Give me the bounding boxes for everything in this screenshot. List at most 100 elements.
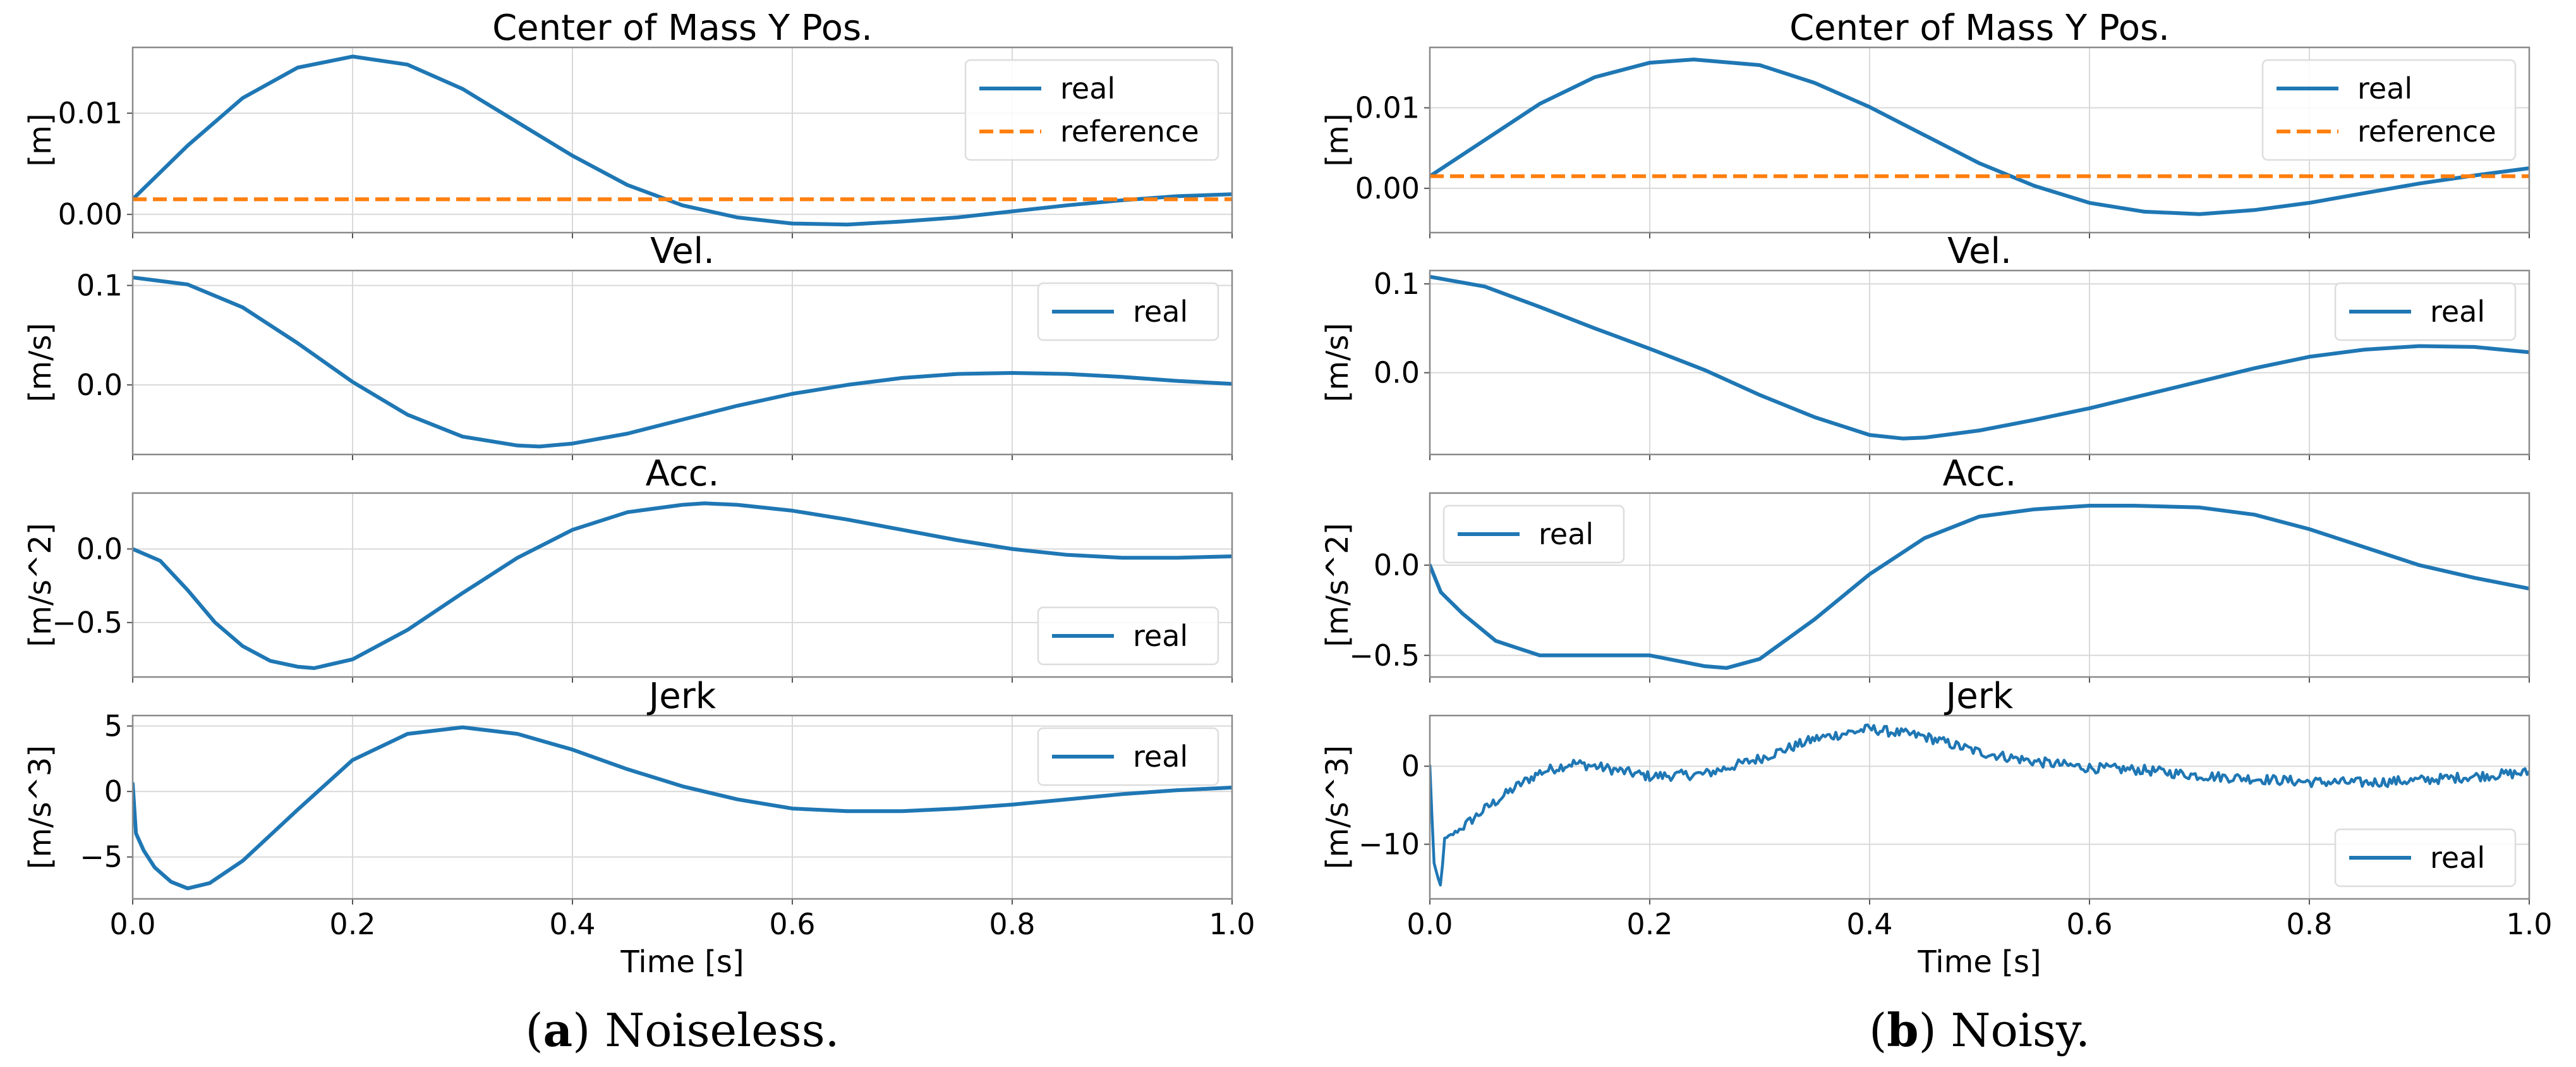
y-tick-label: −0.5 <box>52 606 123 640</box>
subplot-a-2: 0.0 0.1 Vel. [m/s] real <box>23 231 1233 460</box>
x-tick-label: 0.0 <box>109 907 155 941</box>
subplot-a-1: 0.00 0.01 Center of Mass Y Pos. [m] real refe… <box>23 8 1233 238</box>
y-tick-label: 0.0 <box>76 368 123 402</box>
y-tick-label: 0.01 <box>58 96 123 130</box>
legend-label-real: real <box>2430 295 2485 329</box>
y-tick-label: −5 <box>80 840 123 874</box>
y-axis-label: [m/s] <box>1320 323 1355 402</box>
axes-frame <box>131 46 1233 234</box>
caption-label: a <box>543 1003 573 1057</box>
series-line-real <box>1430 274 2529 441</box>
legend-label-real: real <box>2357 71 2412 106</box>
x-tick-label: 0.2 <box>329 907 375 941</box>
y-axis-label: [m/s^2] <box>1320 523 1355 647</box>
subplot-a-3: 0.0 −0.5 Acc. [m/s^2] real <box>23 453 1233 683</box>
subplot-title: Center of Mass Y Pos. <box>492 8 873 49</box>
caption-paren-close: ) <box>1919 1004 1951 1057</box>
series-line-real <box>1430 504 2529 670</box>
legend-frame <box>2261 59 2517 161</box>
x-axis-label: Time [s] <box>620 944 744 980</box>
legend: real <box>2334 828 2517 887</box>
caption-text: Noiseless. <box>605 1004 839 1057</box>
y-tick-label: −0.5 <box>1349 638 1420 673</box>
subplot-b-4: 0.0 0.2 0.4 0.6 0.8 1.0 0 −10 Jerk [m/s^3] real <box>1320 676 2553 941</box>
legend-frame <box>2334 282 2517 341</box>
y-axis-label: [m/s] <box>23 323 58 402</box>
legend: real <box>2334 282 2517 341</box>
panel-caption: (a) Noiseless. <box>525 1003 839 1057</box>
axes-frame <box>1429 492 2531 678</box>
y-tick-label: 0.0 <box>1374 548 1420 582</box>
y-axis-label: [m/s^2] <box>23 523 58 647</box>
legend-label-reference: reference <box>2357 114 2496 149</box>
legend-label-real: real <box>1133 619 1188 653</box>
caption-paren-open: ( <box>1869 1004 1887 1057</box>
legend: real <box>1037 606 1219 666</box>
x-tick-label: 0.6 <box>2066 907 2112 941</box>
caption-label: b <box>1887 1003 1918 1057</box>
legend-label-real: real <box>1060 71 1115 106</box>
legend: real <box>1037 727 1219 786</box>
x-tick-label: 0.6 <box>769 907 815 941</box>
y-tick-label: −10 <box>1358 827 1420 862</box>
subplot-title: Vel. <box>650 231 715 272</box>
legend-frame <box>2334 828 2517 887</box>
legend-label-real: real <box>2430 841 2485 875</box>
subplot-a-4: 0.0 0.2 0.4 0.6 0.8 1.0 5 0 −5 Jerk [m/s^3] real <box>23 676 1255 941</box>
y-axis-label: [m/s^3] <box>1320 745 1355 869</box>
series-line-real <box>1430 58 2529 216</box>
x-axis-label: Time [s] <box>1917 944 2041 980</box>
axes-frame <box>1429 714 2531 900</box>
subplot-title: Jerk <box>647 676 717 717</box>
subplot-title: Center of Mass Y Pos. <box>1789 8 2170 49</box>
series-line-real <box>133 276 1232 449</box>
legend-label-real: real <box>1539 517 1593 551</box>
x-tick-label: 0.4 <box>549 907 595 941</box>
caption-paren-open: ( <box>525 1004 543 1057</box>
legend-label-reference: reference <box>1060 114 1199 149</box>
y-tick-label: 0.0 <box>1374 356 1420 390</box>
series-line-real <box>133 501 1232 670</box>
subplot-title: Jerk <box>1944 676 2014 717</box>
legend-frame <box>1037 282 1219 341</box>
legend-frame <box>1037 727 1219 786</box>
series-line-real <box>1430 723 2529 887</box>
y-tick-label: 0.1 <box>76 269 123 303</box>
y-tick-label: 0.01 <box>1355 91 1420 125</box>
subplot-b-2: 0.0 0.1 Vel. [m/s] real <box>1320 231 2531 460</box>
axes-frame <box>131 492 1233 678</box>
caption-text: Noisy. <box>1951 1004 2090 1057</box>
subplot-title: Acc. <box>646 453 720 494</box>
legend-frame <box>964 59 1219 161</box>
x-tick-label: 0.0 <box>1406 907 1453 941</box>
x-tick-label: 1.0 <box>2506 907 2552 941</box>
legend-frame <box>1442 504 1625 564</box>
axes-frame <box>1429 269 2531 456</box>
x-tick-label: 0.8 <box>989 907 1035 941</box>
y-axis-label: [m] <box>23 113 58 166</box>
panel-a: 0.00 0.01 Center of Mass Y Pos. [m] real refe… <box>23 8 1255 1057</box>
legend: real reference <box>2261 59 2517 161</box>
subplot-title: Acc. <box>1943 453 2017 494</box>
subplot-b-3: 0.0 −0.5 Acc. [m/s^2] real <box>1320 453 2531 683</box>
caption-paren-close: ) <box>572 1004 605 1057</box>
legend-label-real: real <box>1133 295 1188 329</box>
panel-caption: (b) Noisy. <box>1869 1003 2090 1057</box>
legend: real <box>1037 282 1219 341</box>
x-tick-label: 0.8 <box>2286 907 2332 941</box>
y-tick-label: 5 <box>104 709 123 743</box>
x-tick-label: 0.4 <box>1846 907 1892 941</box>
y-axis-label: [m] <box>1320 113 1355 166</box>
legend-label-real: real <box>1133 740 1188 774</box>
series-line-real <box>133 54 1232 227</box>
x-tick-label: 1.0 <box>1209 907 1255 941</box>
axes-frame <box>131 269 1233 456</box>
x-tick-label: 0.2 <box>1626 907 1672 941</box>
y-tick-label: 0.0 <box>76 532 123 566</box>
y-tick-label: 0 <box>1401 749 1420 783</box>
y-tick-label: 0.00 <box>58 197 123 231</box>
axes-frame <box>131 714 1233 900</box>
series-line-real <box>133 725 1232 891</box>
y-tick-label: 0.1 <box>1374 267 1420 301</box>
